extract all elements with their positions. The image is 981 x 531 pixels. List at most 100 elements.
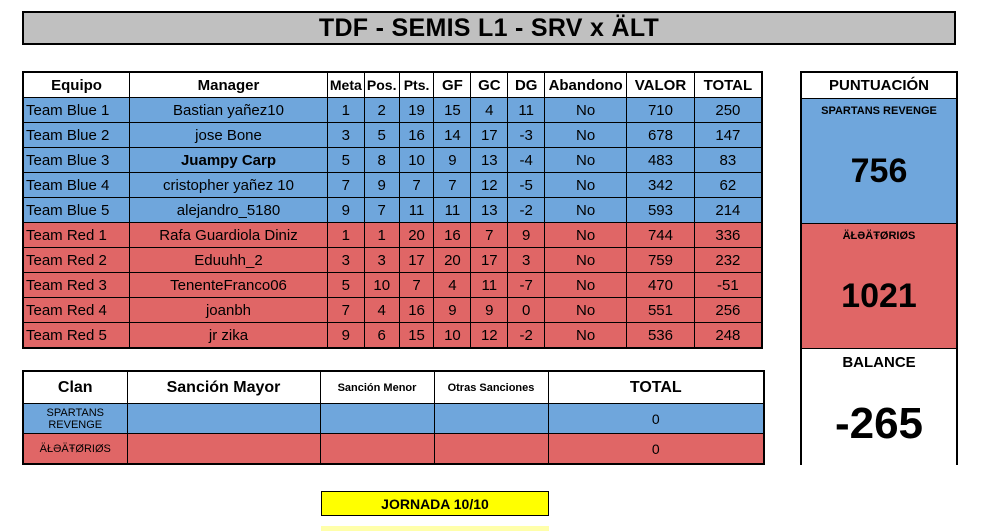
meta-cell: 5 — [326, 272, 365, 298]
dg-cell: -2 — [507, 322, 546, 349]
table-row: Team Blue 2 jose Bone 3 5 16 14 17 -3 No 678 147 — [22, 122, 763, 148]
valor-cell: 744 — [626, 222, 695, 248]
sancion-mayor-cell — [126, 403, 321, 434]
header-meta: Meta — [326, 71, 365, 98]
manager-cell: Bastian yañez10 — [129, 97, 328, 123]
gc-cell: 11 — [470, 272, 509, 298]
header-gc: GC — [470, 71, 509, 98]
otras-sanciones-cell — [433, 403, 549, 434]
valor-cell: 710 — [626, 97, 695, 123]
sanctions-header-row: Clan Sanción Mayor Sanción Menor Otras S… — [22, 370, 765, 404]
header-gf: GF — [433, 71, 472, 98]
valor-cell: 536 — [626, 322, 695, 349]
total-cell: 248 — [693, 322, 763, 349]
table-row: Team Red 2 Eduuhh_2 3 3 17 20 17 3 No 759 232 — [22, 247, 763, 273]
red-score-box: ÄŁƏÄŦØRIØS 1021 — [802, 224, 956, 349]
pos-cell: 9 — [363, 172, 400, 198]
abandono-cell: No — [544, 97, 628, 123]
valor-cell: 342 — [626, 172, 695, 198]
meta-cell: 1 — [326, 97, 365, 123]
abandono-cell: No — [544, 222, 628, 248]
team-cell: Team Blue 2 — [22, 122, 131, 148]
manager-cell: cristopher yañez 10 — [129, 172, 328, 198]
team-cell: Team Blue 5 — [22, 197, 131, 223]
manager-cell: alejandro_5180 — [129, 197, 328, 223]
pts-cell: 16 — [398, 297, 435, 323]
total-cell: 147 — [693, 122, 763, 148]
sanctions-table: Clan Sanción Mayor Sanción Menor Otras S… — [22, 370, 765, 465]
sancion-mayor-cell — [126, 433, 321, 465]
blue-score-box: SPARTANS REVENGE 756 — [802, 99, 956, 224]
abandono-cell: No — [544, 122, 628, 148]
gf-cell: 7 — [433, 172, 472, 198]
valor-cell: 470 — [626, 272, 695, 298]
header-clan: Clan — [22, 370, 128, 404]
pos-cell: 3 — [363, 247, 400, 273]
score-panel: PUNTUACIÓN SPARTANS REVENGE 756 ÄŁƏÄŦØRI… — [800, 71, 958, 465]
sanctions-total-cell: 0 — [547, 403, 765, 434]
red-clan-label: ÄŁƏÄŦØRIØS — [842, 230, 916, 242]
sancion-menor-cell — [319, 433, 435, 465]
meta-cell: 9 — [326, 197, 365, 223]
table-row: Team Blue 4 cristopher yañez 10 7 9 7 7 12 -5 No… — [22, 172, 763, 198]
table-row: Team Blue 3 Juampy Carp 5 8 10 9 13 -4 No 483 83 — [22, 147, 763, 173]
gf-cell: 15 — [433, 97, 472, 123]
table-row: Team Red 5 jr zika 9 6 15 10 12 -2 No 536 248 — [22, 322, 763, 349]
manager-cell: Eduuhh_2 — [129, 247, 328, 273]
sanctions-total-cell: 0 — [547, 433, 765, 465]
manager-cell: jr zika — [129, 322, 328, 349]
standings-table: Equipo Manager Meta Pos. Pts. GF GC DG A… — [22, 71, 763, 349]
clan-name: SPARTANS REVENGE — [22, 403, 128, 434]
valor-cell: 551 — [626, 297, 695, 323]
pos-cell: 8 — [363, 147, 400, 173]
abandono-cell: No — [544, 322, 628, 349]
header-manager: Manager — [129, 71, 328, 98]
pos-cell: 1 — [363, 222, 400, 248]
gf-cell: 9 — [433, 297, 472, 323]
gf-cell: 9 — [433, 147, 472, 173]
gc-cell: 4 — [470, 97, 509, 123]
abandono-cell: No — [544, 247, 628, 273]
pts-cell: 10 — [398, 147, 435, 173]
team-cell: Team Blue 4 — [22, 172, 131, 198]
manager-cell: Rafa Guardiola Diniz — [129, 222, 328, 248]
header-pos: Pos. — [363, 71, 400, 98]
pos-cell: 10 — [363, 272, 400, 298]
total-cell: 83 — [693, 147, 763, 173]
gc-cell: 9 — [470, 297, 509, 323]
team-cell: Team Red 3 — [22, 272, 131, 298]
team-cell: Team Blue 1 — [22, 97, 131, 123]
gf-cell: 20 — [433, 247, 472, 273]
header-sancion-mayor: Sanción Mayor — [126, 370, 321, 404]
gf-cell: 11 — [433, 197, 472, 223]
header-sanctions-total: TOTAL — [547, 370, 765, 404]
gf-cell: 16 — [433, 222, 472, 248]
gc-cell: 17 — [470, 122, 509, 148]
balance-box: BALANCE -265 — [802, 349, 956, 465]
pts-cell: 16 — [398, 122, 435, 148]
pts-cell: 20 — [398, 222, 435, 248]
header-sancion-menor: Sanción Menor — [319, 370, 435, 404]
gc-cell: 13 — [470, 147, 509, 173]
total-cell: 62 — [693, 172, 763, 198]
dg-cell: -4 — [507, 147, 546, 173]
dg-cell: 0 — [507, 297, 546, 323]
balance-value: -265 — [834, 399, 924, 448]
abandono-cell: No — [544, 297, 628, 323]
table-row: Team Red 3 TenenteFranco06 5 10 7 4 11 -7 No 470-… — [22, 272, 763, 298]
header-equipo: Equipo — [22, 71, 131, 98]
sancion-menor-cell — [319, 403, 435, 434]
abandono-cell: No — [544, 172, 628, 198]
table-row: Team Blue 1 Bastian yañez10 1 2 19 15 4 11 No 710… — [22, 97, 763, 123]
gc-cell: 12 — [470, 172, 509, 198]
table-row: Team Red 1 Rafa Guardiola Diniz 1 1 20 16 7 9 No… — [22, 222, 763, 248]
pts-cell: 19 — [398, 97, 435, 123]
header-otras-sanciones: Otras Sanciones — [433, 370, 549, 404]
meta-cell: 7 — [326, 172, 365, 198]
total-cell: -51 — [693, 272, 763, 298]
blue-score-value: 756 — [850, 152, 908, 190]
header-dg: DG — [507, 71, 546, 98]
otras-sanciones-cell — [433, 433, 549, 465]
gf-cell: 14 — [433, 122, 472, 148]
gf-cell: 10 — [433, 322, 472, 349]
